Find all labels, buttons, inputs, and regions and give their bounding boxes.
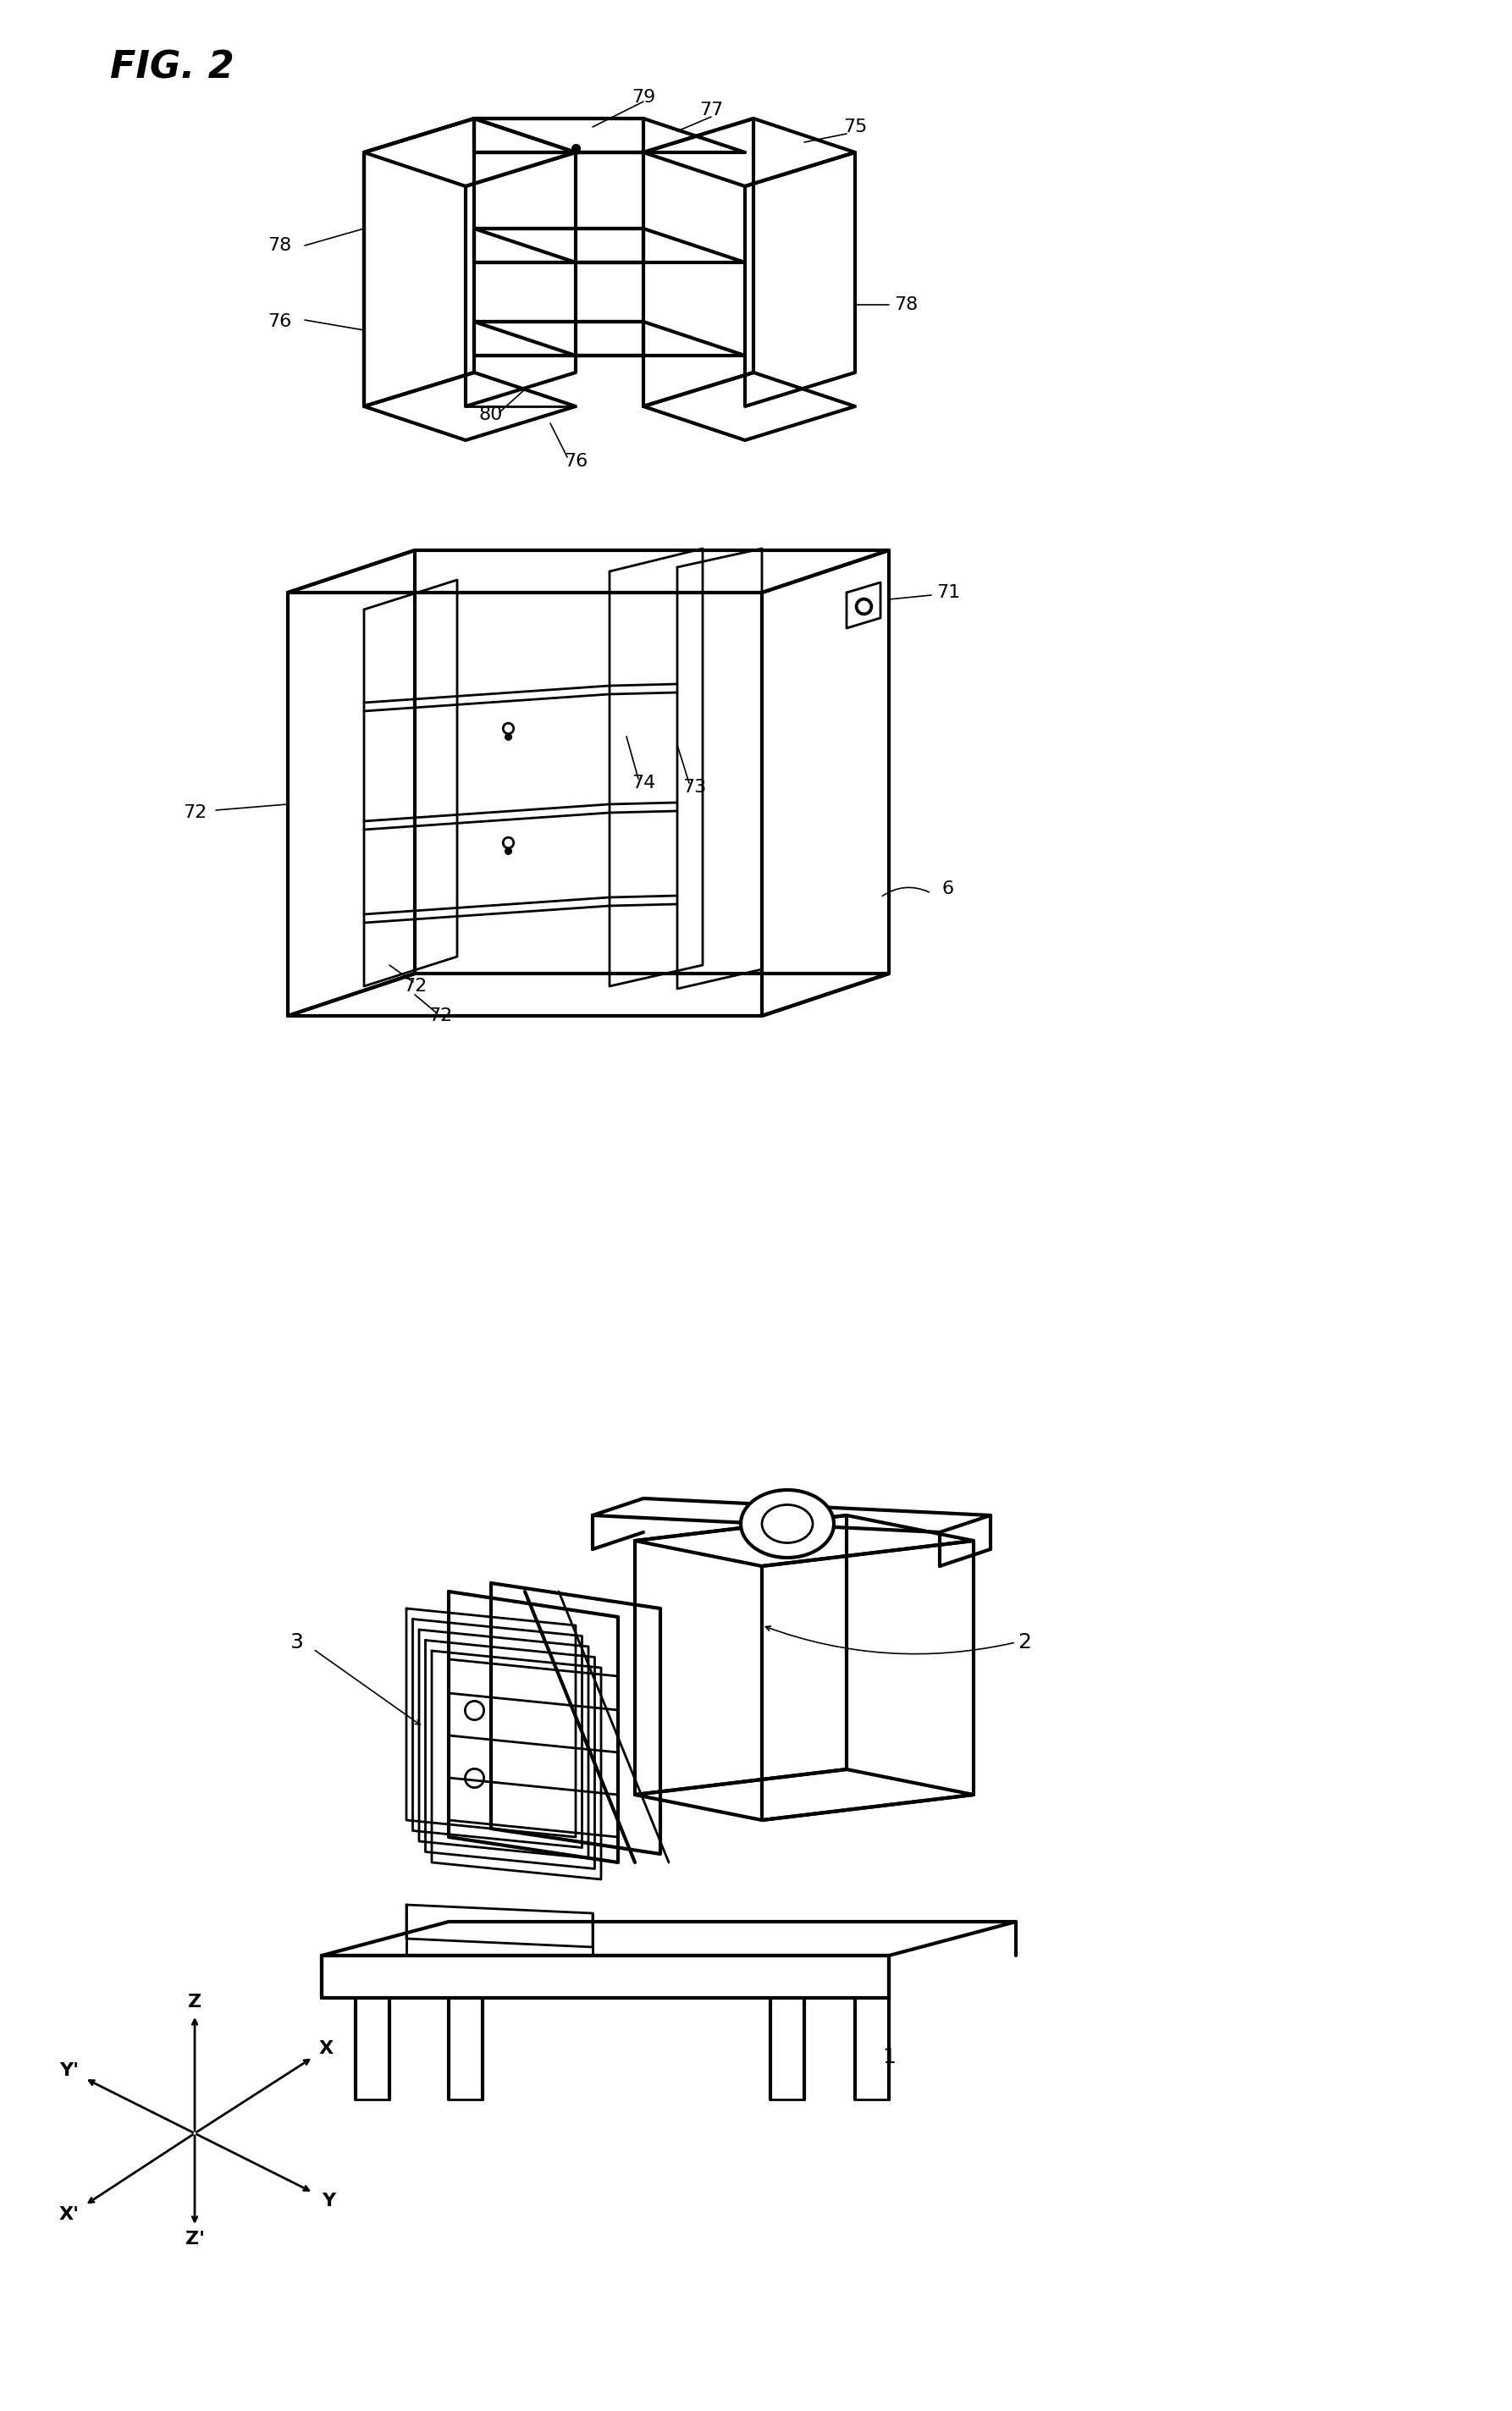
Text: 2: 2 xyxy=(1018,1632,1031,1652)
Text: X: X xyxy=(319,2040,333,2057)
Text: Y': Y' xyxy=(59,2061,79,2078)
Text: 76: 76 xyxy=(268,313,292,330)
Text: 71: 71 xyxy=(936,583,960,600)
Text: 72: 72 xyxy=(428,1008,452,1025)
Text: 72: 72 xyxy=(402,979,426,996)
Text: 79: 79 xyxy=(632,89,655,106)
Text: 76: 76 xyxy=(564,453,588,470)
Text: 72: 72 xyxy=(183,805,207,822)
Text: 77: 77 xyxy=(699,101,723,118)
Text: 6: 6 xyxy=(942,880,954,897)
Text: 73: 73 xyxy=(682,779,706,796)
Text: Z: Z xyxy=(187,1994,201,2011)
Text: FIG. 2: FIG. 2 xyxy=(110,51,234,87)
Text: 78: 78 xyxy=(894,297,918,313)
Ellipse shape xyxy=(762,1504,813,1543)
Text: 74: 74 xyxy=(632,774,655,791)
Text: 80: 80 xyxy=(479,407,503,424)
Text: X': X' xyxy=(59,2206,80,2223)
Text: Y: Y xyxy=(322,2192,336,2208)
Ellipse shape xyxy=(741,1490,835,1558)
Text: 75: 75 xyxy=(844,118,866,135)
Text: Z': Z' xyxy=(184,2230,204,2247)
Text: 1: 1 xyxy=(881,2047,895,2066)
Text: 78: 78 xyxy=(268,236,292,253)
Text: 3: 3 xyxy=(290,1632,302,1652)
